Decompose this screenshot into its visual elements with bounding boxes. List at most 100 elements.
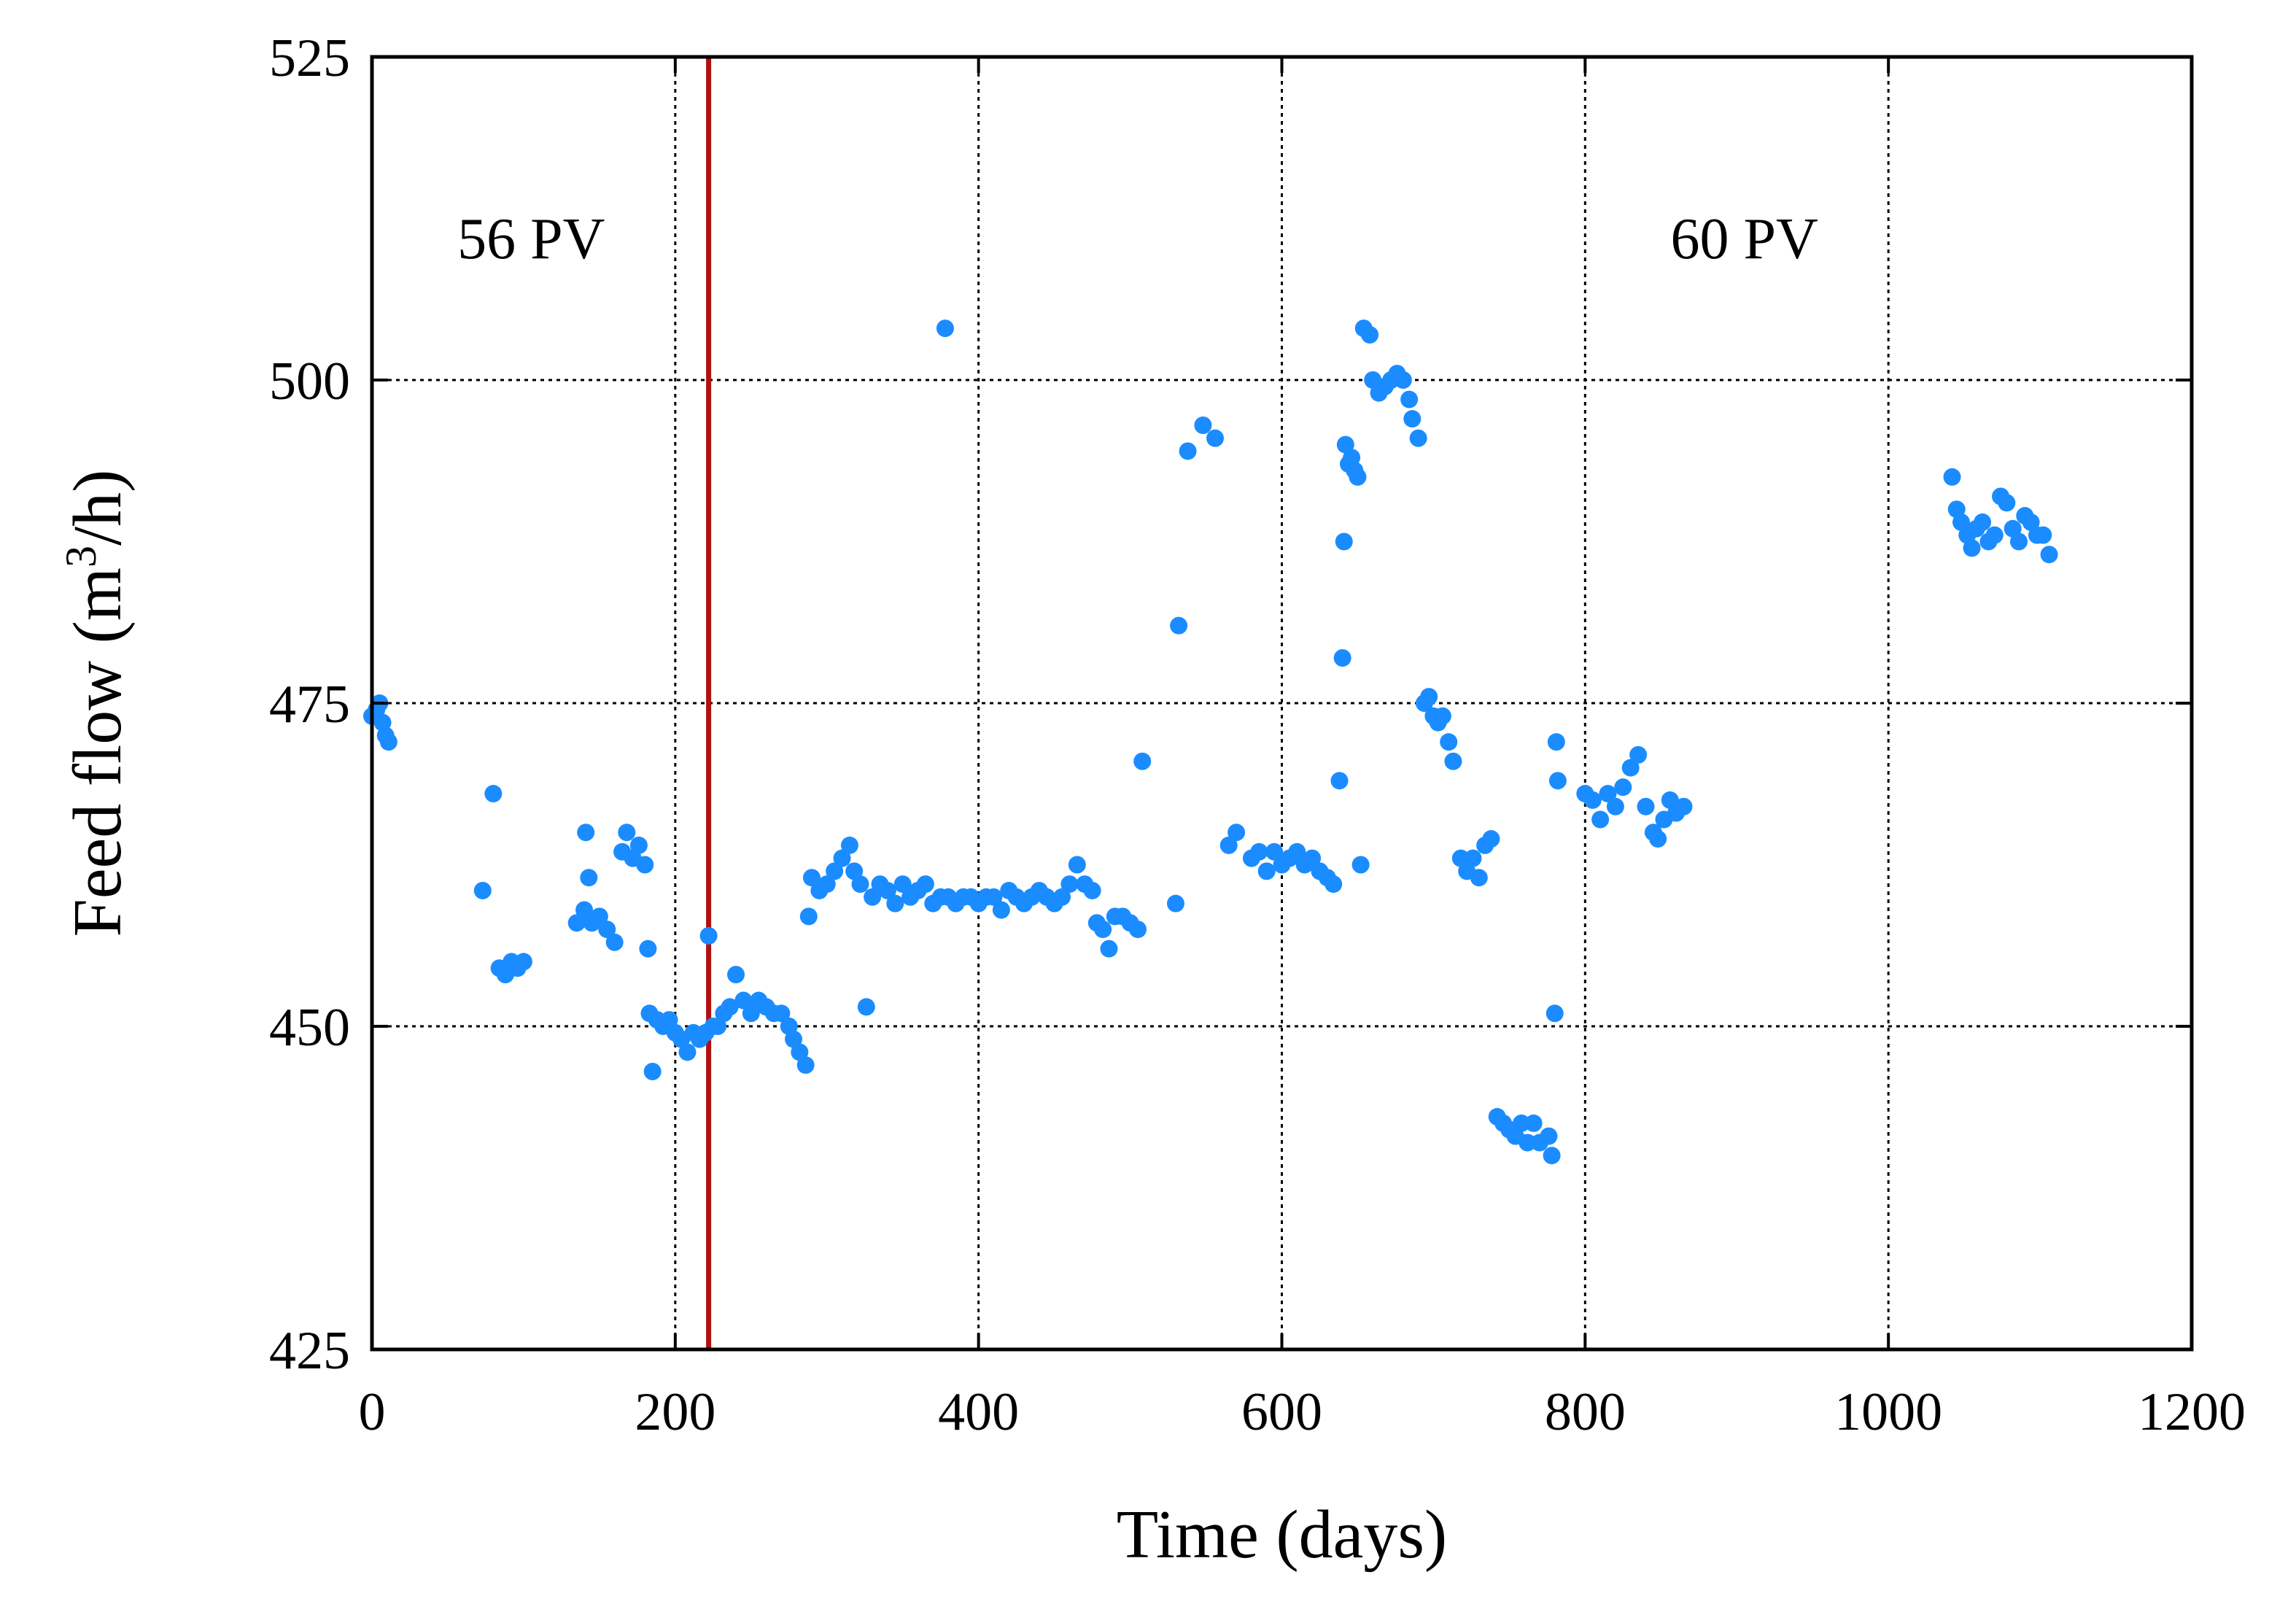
data-point: [1060, 875, 1079, 894]
data-point: [1250, 842, 1268, 861]
data-point: [1675, 797, 1693, 815]
data-point: [1519, 1134, 1537, 1152]
region-annotations: 56 PV 60 PV: [457, 207, 1818, 271]
y-axis-title-text: Feed flow (m3/h): [57, 470, 136, 937]
data-point: [1333, 648, 1351, 667]
grid-lines: [372, 57, 2192, 1349]
y-axis-title-superscript: 3: [57, 546, 105, 567]
data-point: [1547, 733, 1565, 751]
y-tick-label: 425: [269, 1321, 350, 1381]
data-point: [1335, 532, 1353, 551]
data-point: [2009, 532, 2028, 551]
data-point: [734, 991, 753, 1010]
data-point: [1400, 390, 1419, 408]
y-tick-label: 525: [269, 28, 350, 88]
data-point: [1068, 856, 1086, 874]
data-point: [1094, 921, 1112, 939]
data-point: [1325, 875, 1343, 894]
data-point: [818, 875, 836, 894]
data-point: [1963, 539, 1981, 557]
data-point: [1349, 468, 1367, 486]
data-point: [1403, 410, 1422, 428]
y-axis-title: Feed flow (m3/h): [57, 470, 136, 937]
data-point: [727, 966, 745, 984]
x-tick-label: 600: [1241, 1382, 1322, 1442]
data-point: [1100, 939, 1118, 958]
y-axis-title-suffix: /h): [60, 470, 136, 546]
data-point: [577, 824, 595, 842]
data-point: [1548, 772, 1567, 790]
data-point: [1166, 894, 1184, 913]
data-point: [721, 998, 739, 1016]
data-point: [1219, 836, 1238, 854]
data-point: [799, 907, 818, 926]
axis-ticks: 0 200 400 600 800 1000 1200 425 450 475 500 525: [269, 28, 2246, 1442]
data-point: [1482, 830, 1500, 848]
data-point: [1591, 810, 1610, 829]
data-point: [826, 862, 844, 880]
data-point: [1440, 733, 1458, 751]
data-point: [1128, 921, 1147, 939]
data-point: [636, 856, 654, 874]
data-point: [1943, 468, 1961, 486]
data-point: [893, 875, 912, 894]
data-point: [1614, 778, 1632, 797]
x-tick-label: 800: [1545, 1382, 1626, 1442]
data-point: [772, 1004, 791, 1023]
data-point: [2040, 546, 2058, 564]
data-point: [514, 953, 532, 971]
x-axis-title: Time (days): [1117, 1497, 1447, 1573]
data-point: [1444, 752, 1462, 770]
data-point: [1194, 417, 1212, 435]
data-point: [1361, 325, 1379, 344]
data-point: [1351, 856, 1370, 874]
data-point: [1543, 1147, 1561, 1165]
data-point: [590, 907, 608, 926]
region-label-56pv: 56 PV: [457, 207, 605, 271]
data-point: [1257, 862, 1276, 880]
data-point: [2034, 526, 2052, 544]
data-point: [1583, 791, 1602, 809]
data-point: [580, 869, 598, 887]
data-point: [864, 888, 882, 906]
data-point: [1433, 707, 1451, 725]
data-point: [1303, 849, 1322, 867]
data-point: [643, 1063, 662, 1081]
x-tick-label: 1000: [1834, 1382, 1942, 1442]
data-point: [1206, 429, 1225, 447]
data-point: [473, 881, 492, 899]
data-point: [678, 1043, 697, 1061]
data-point: [1545, 1004, 1564, 1023]
data-point: [1513, 1114, 1531, 1132]
data-point: [985, 888, 1003, 906]
data-point: [1464, 849, 1482, 867]
data-point: [1394, 371, 1412, 389]
data-point: [840, 836, 858, 854]
data-point: [833, 849, 851, 867]
data-point: [1083, 881, 1101, 899]
data-point: [1133, 752, 1152, 770]
data-point: [851, 875, 869, 894]
data-point: [992, 901, 1010, 919]
data-point: [379, 733, 397, 751]
data-point: [1053, 888, 1071, 906]
data-point: [1420, 688, 1438, 706]
data-point: [639, 939, 657, 958]
data-point: [1330, 772, 1349, 790]
data-point: [1265, 842, 1284, 861]
data-point: [916, 875, 934, 894]
data-point: [1649, 830, 1667, 848]
x-tick-label: 200: [635, 1382, 715, 1442]
data-point: [796, 1056, 815, 1074]
region-label-60pv: 60 PV: [1671, 207, 1818, 271]
data-point: [605, 933, 624, 951]
data-point: [1540, 1127, 1558, 1145]
y-tick-label: 450: [269, 998, 350, 1058]
data-point: [1599, 785, 1617, 803]
data-point: [1288, 842, 1306, 861]
data-point: [598, 921, 616, 939]
data-point: [567, 914, 586, 932]
data-point: [1974, 513, 1992, 531]
